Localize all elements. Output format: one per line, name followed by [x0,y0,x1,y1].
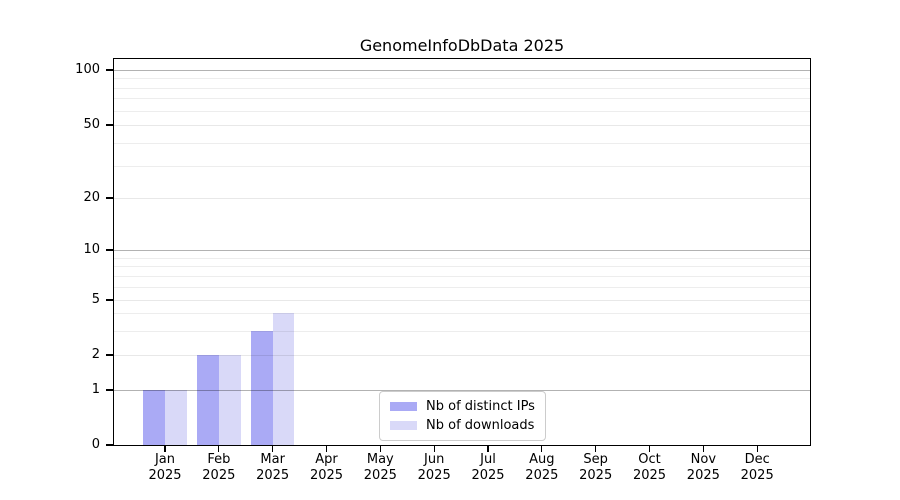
gridline-major [114,70,810,71]
x-tick-label: Nov 2025 [686,452,720,483]
legend: Nb of distinct IPs Nb of downloads [379,391,546,441]
x-tick-label: Aug 2025 [525,452,559,483]
y-tick-label: 1 [91,382,100,397]
x-tick-label: Oct 2025 [632,452,667,483]
x-tick-mark [218,446,220,452]
y-tick-label: 2 [91,347,100,362]
bar-feb-distinct-ips [197,355,219,445]
gridline-major [114,355,810,356]
x-tick-label: Mar 2025 [256,452,290,483]
y-tick-label: 5 [91,292,100,307]
gridline-minor [114,87,810,89]
x-tick-mark [325,446,328,452]
x-tick-label: Jan 2025 [148,452,182,483]
legend-entry-downloads: Nb of downloads [390,417,535,434]
y-tick-label: 100 [75,62,100,77]
y-tick-mark [106,249,113,251]
x-tick-label: May 2025 [363,452,397,483]
y-tick-label: 50 [83,117,100,132]
legend-swatch-distinct-ips [390,402,417,411]
chart-title: GenomeInfoDbData 2025 [359,36,565,55]
x-tick-mark [487,446,489,452]
gridline-minor [114,110,810,112]
y-tick-mark [106,299,113,301]
x-tick-label: Feb 2025 [202,452,236,483]
y-tick-mark [106,197,113,199]
x-tick-mark [595,446,597,452]
bar-mar-downloads [272,313,295,445]
legend-label-distinct-ips: Nb of distinct IPs [426,399,535,414]
y-tick-label: 20 [83,190,100,205]
x-tick-label: Jul 2025 [471,452,505,483]
bar-jan-downloads [165,390,187,445]
gridline-major [114,198,810,199]
gridline-major [114,300,810,301]
gridline-minor [114,165,810,167]
x-tick-mark [648,446,651,452]
x-tick-mark [272,446,274,452]
x-tick-label: Apr 2025 [309,452,344,483]
x-tick-label: Sep 2025 [579,452,613,483]
gridline-minor [114,275,810,277]
x-tick-mark [433,446,435,452]
bar-feb-downloads [218,355,241,445]
gridline-minor [114,257,810,259]
x-tick-mark [164,446,166,452]
gridline-major [114,250,810,251]
gridline-minor [114,286,810,288]
x-tick-mark [756,446,758,452]
legend-swatch-downloads [390,421,417,430]
y-tick-mark [106,124,113,126]
gridline-minor [114,266,810,268]
bar-jan-distinct-ips [143,390,165,445]
y-tick-label: 10 [83,242,100,257]
gridline-minor [114,78,810,80]
legend-label-downloads: Nb of downloads [426,418,535,433]
x-tick-label: Jun 2025 [417,452,451,483]
gridline-minor [114,98,810,100]
x-tick-mark [379,446,381,452]
gridline-major [114,125,810,126]
plot-frame [113,58,811,446]
y-tick-mark [106,69,113,71]
bar-mar-distinct-ips [250,330,273,445]
y-tick-mark [106,444,113,446]
y-tick-label: 0 [91,437,100,452]
x-tick-mark [541,446,543,452]
gridline-minor [114,313,810,315]
x-tick-mark [702,446,704,452]
gridline-minor [114,142,810,144]
x-tick-label: Dec 2025 [740,452,774,483]
y-tick-mark [106,354,113,356]
legend-entry-distinct-ips: Nb of distinct IPs [390,398,535,415]
gridline-minor [114,330,810,332]
gridline-major [114,390,810,391]
y-tick-mark [106,389,113,391]
